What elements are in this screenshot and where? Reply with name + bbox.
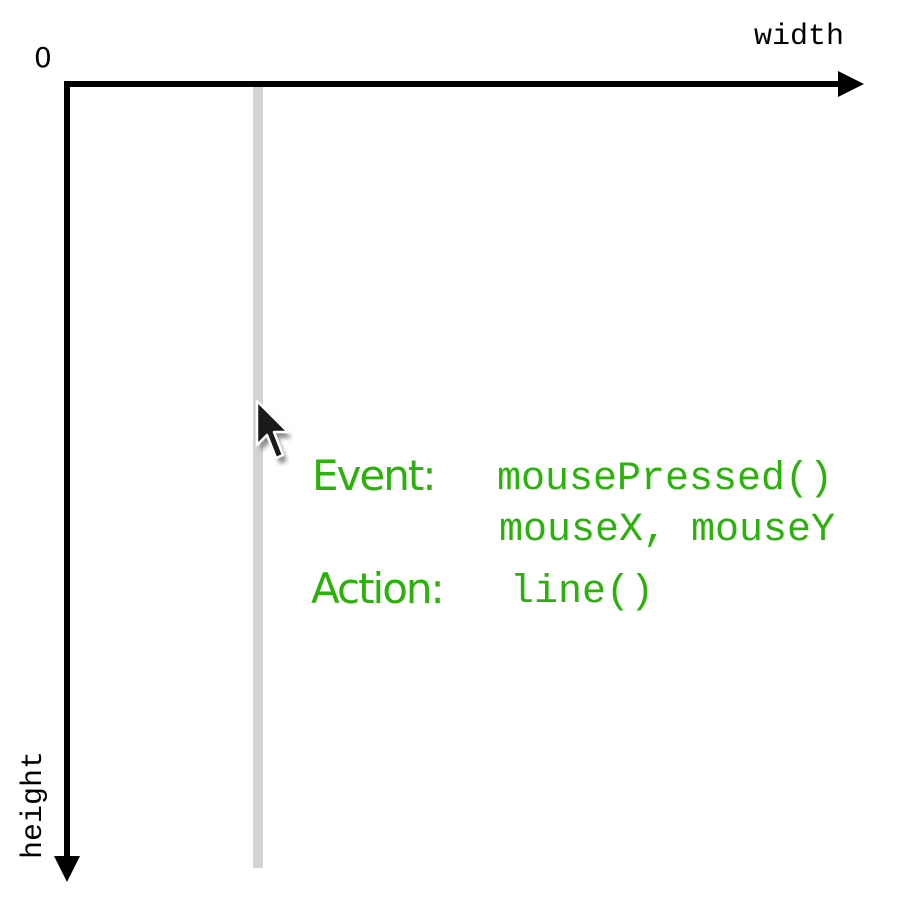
- action-function: line(): [510, 570, 655, 615]
- y-axis-arrowhead: [54, 856, 80, 882]
- event-heading: Event:: [312, 451, 436, 500]
- event-variables: mouseX, mouseY: [499, 508, 836, 553]
- drawn-vertical-line: [253, 85, 263, 868]
- action-heading: Action:: [311, 564, 445, 613]
- origin-label: 0: [34, 41, 52, 74]
- x-axis-label: width: [754, 20, 845, 54]
- event-function: mousePressed(): [497, 457, 834, 502]
- mouse-pointer-icon: [255, 399, 292, 464]
- x-axis-arrowhead: [838, 71, 864, 97]
- y-axis-label: height: [17, 750, 51, 860]
